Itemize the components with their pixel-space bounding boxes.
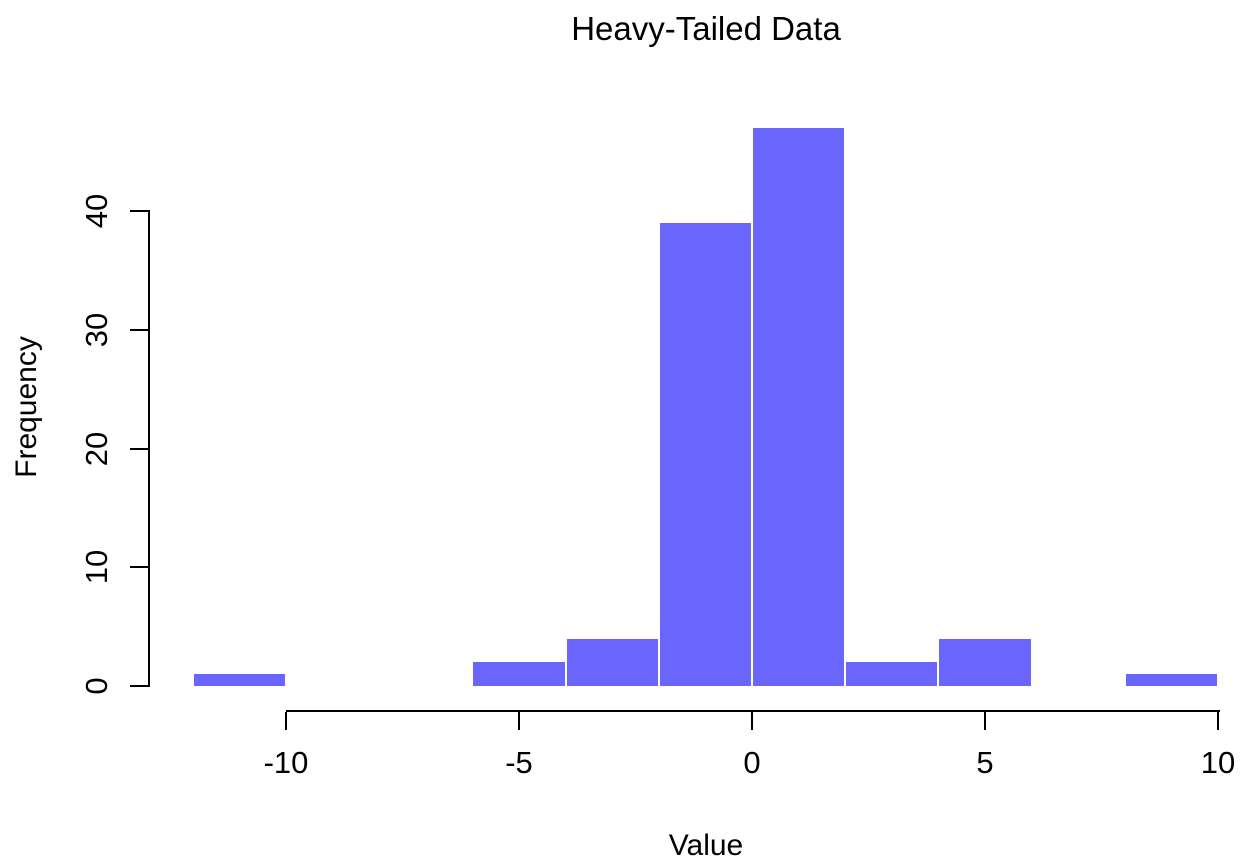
y-axis-tick — [130, 210, 148, 212]
x-axis-tick-label: -5 — [505, 745, 533, 780]
x-axis-tick-label: 5 — [976, 745, 994, 780]
y-axis-tick — [130, 685, 148, 687]
x-axis-label: Value — [668, 829, 744, 862]
x-axis-tick — [1217, 712, 1219, 730]
x-axis-tick — [984, 712, 986, 730]
chart-title: Heavy-Tailed Data — [571, 10, 841, 47]
y-axis-tick — [130, 447, 148, 450]
y-axis-tick-label: 0 — [79, 677, 114, 695]
x-axis-tick — [285, 712, 287, 730]
histogram-bar — [565, 638, 659, 686]
y-axis-line — [148, 210, 150, 687]
histogram-bar — [658, 222, 752, 686]
histogram-bar — [472, 662, 566, 686]
histogram-bar — [938, 638, 1032, 686]
histogram-bar — [192, 674, 286, 686]
y-axis-tick — [130, 566, 148, 569]
x-axis-tick-label: 0 — [743, 745, 761, 780]
x-axis-tick-label: -10 — [263, 745, 309, 780]
histogram-bar — [1124, 674, 1218, 686]
x-axis-line — [286, 710, 1220, 712]
x-axis-tick — [518, 712, 520, 730]
y-axis-tick — [130, 328, 148, 331]
histogram-bar — [845, 662, 939, 686]
x-axis-tick-label: 10 — [1200, 745, 1236, 780]
y-axis-tick-label: 40 — [79, 193, 114, 229]
y-axis-tick-label: 10 — [79, 550, 114, 585]
histogram-bar — [752, 127, 846, 686]
y-axis-tick-label: 30 — [79, 312, 114, 347]
y-axis-tick-label: 20 — [79, 431, 114, 466]
x-axis-tick — [751, 712, 753, 730]
